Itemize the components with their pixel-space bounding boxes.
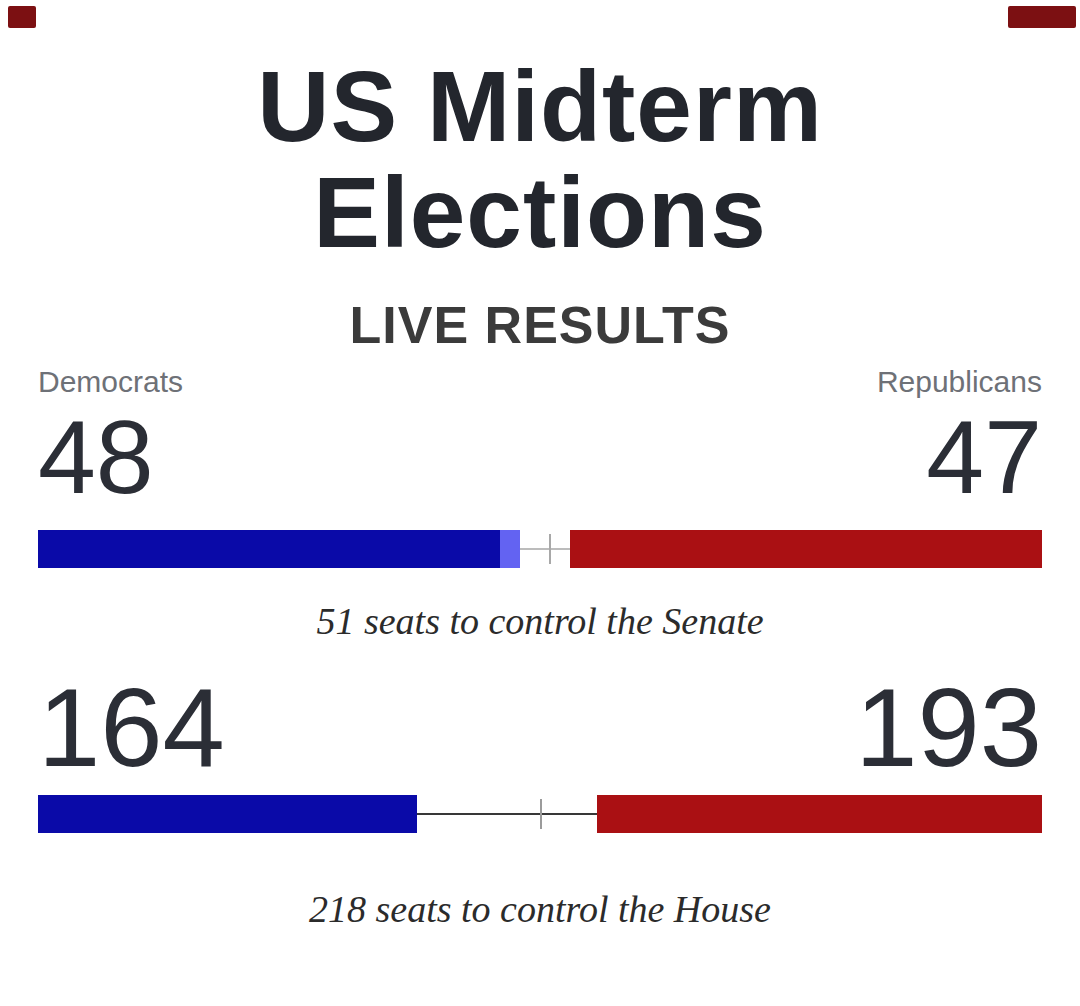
senate-republican-bar — [570, 530, 1042, 568]
senate-democrat-bar — [38, 530, 520, 568]
house-seats-bar-chart — [38, 795, 1042, 833]
senate-race-section: 48 47 51 seats to control the Senate — [0, 405, 1080, 644]
live-results-heading: LIVE RESULTS — [0, 299, 1080, 351]
senate-threshold-caption: 51 seats to control the Senate — [0, 600, 1080, 644]
corner-mark-left — [8, 6, 36, 28]
house-numbers-row: 164 193 — [0, 672, 1080, 784]
house-democrat-seat-count: 164 — [38, 672, 225, 784]
house-threshold-caption: 218 seats to control the House — [0, 888, 1080, 932]
senate-connector-line — [520, 548, 570, 550]
house-republican-bar — [597, 795, 1042, 833]
senate-democrat-light-segment — [500, 530, 520, 568]
house-connector-line — [417, 813, 597, 815]
house-race-section: 164 193 218 seats to control the House — [0, 672, 1080, 932]
party-labels-row: Democrats Republicans — [0, 364, 1080, 399]
house-republican-seat-count: 193 — [855, 672, 1042, 784]
page-title-line2: Elections — [30, 159, 1050, 265]
house-threshold-tick — [540, 799, 542, 829]
page-title-line1: US Midterm — [30, 53, 1050, 159]
page-title: US Midterm Elections — [30, 53, 1050, 265]
senate-republican-seat-count: 47 — [926, 405, 1042, 509]
republicans-label: Republicans — [877, 364, 1042, 399]
senate-seats-bar-chart — [38, 530, 1042, 568]
senate-democrat-seat-count: 48 — [38, 405, 154, 509]
democrats-label: Democrats — [38, 364, 183, 399]
house-democrat-bar — [38, 795, 417, 833]
senate-numbers-row: 48 47 — [0, 405, 1080, 509]
corner-mark-right — [1008, 6, 1076, 28]
senate-threshold-tick — [549, 534, 551, 564]
